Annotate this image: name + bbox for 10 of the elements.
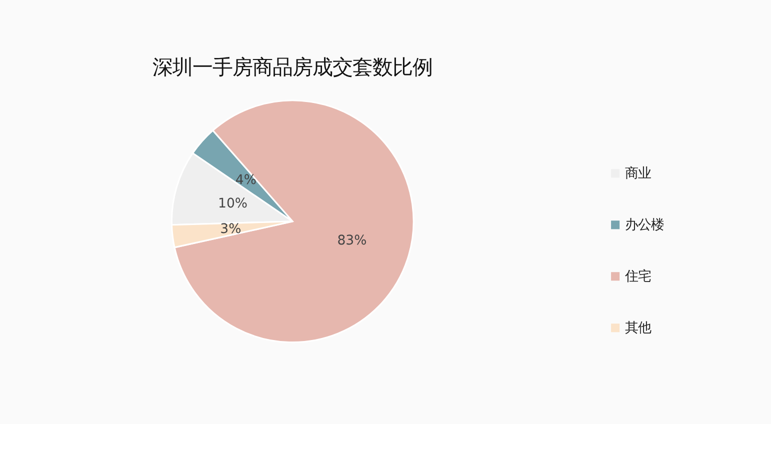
- legend-label: 商业: [625, 166, 652, 182]
- data-label: 3%: [220, 222, 242, 237]
- legend-label: 其他: [625, 320, 652, 336]
- chart-title: 深圳一手房商品房成交套数比例: [152, 54, 433, 79]
- legend-label: 住宅: [624, 268, 652, 284]
- pie-slice: [174, 100, 414, 343]
- data-label: 10%: [218, 196, 248, 212]
- legend-label: 办公楼: [625, 218, 664, 233]
- data-label: 4%: [235, 172, 256, 188]
- data-label: 83%: [337, 234, 367, 249]
